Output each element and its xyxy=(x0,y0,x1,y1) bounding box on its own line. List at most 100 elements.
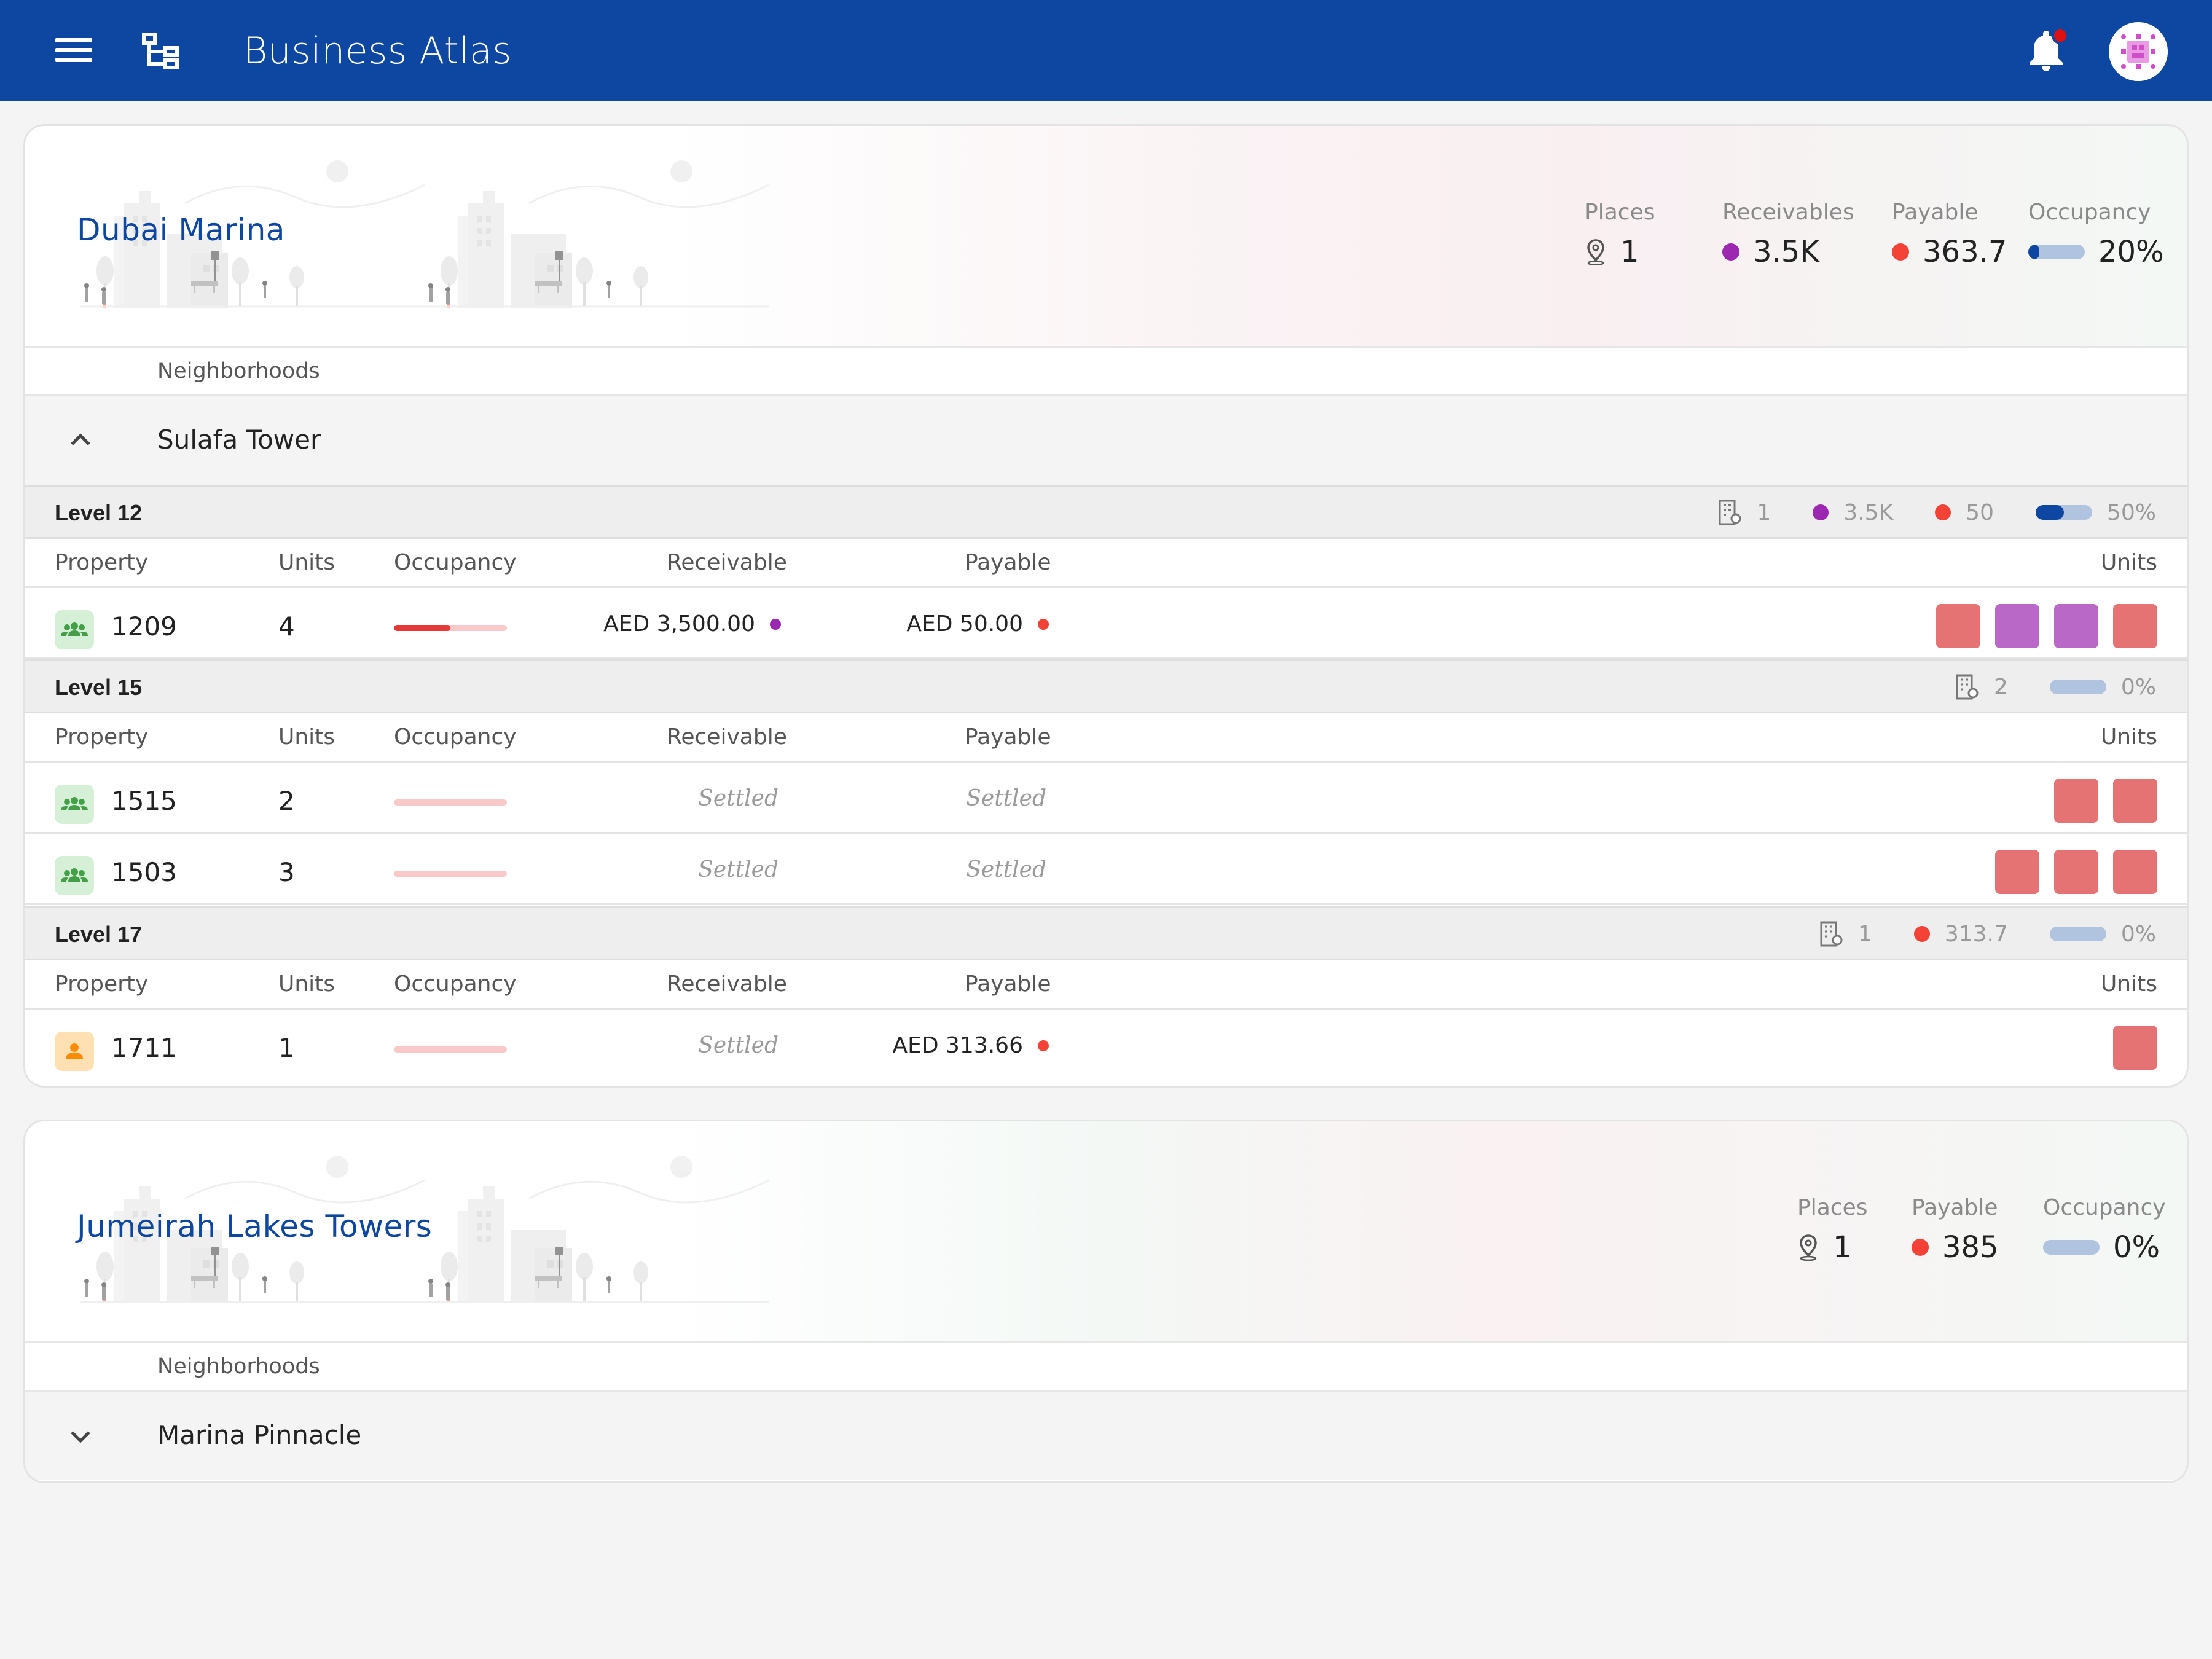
stat-payable: Payable 385 xyxy=(1912,1195,1999,1265)
stat-value: 1 xyxy=(1833,1230,1852,1265)
table-header: Property Units Occupancy Receivable Paya… xyxy=(25,713,2187,763)
level-bar-17: Level 17 1 313.7 0% xyxy=(25,906,2187,960)
unit-box[interactable] xyxy=(2054,850,2098,894)
col-receivable: Receivable xyxy=(667,971,787,997)
receivable-amount: AED 3,500.00 xyxy=(603,611,755,637)
level-name: Level 15 xyxy=(55,675,143,700)
unit-boxes xyxy=(2054,779,2157,823)
property-number: 1515 xyxy=(111,786,177,816)
location-pin-icon xyxy=(1800,1234,1817,1261)
payable-dot xyxy=(1892,243,1909,261)
table-row[interactable]: 1711 1 Settled AED 313.66 xyxy=(25,1010,2187,1081)
payable-dot xyxy=(1038,1040,1049,1051)
table-row[interactable]: 1503 3 Settled Settled xyxy=(25,834,2187,905)
property-number: 1503 xyxy=(111,857,177,887)
location-pin-icon xyxy=(1587,239,1604,265)
occupancy-bar xyxy=(2035,505,2092,520)
area-title[interactable]: Dubai Marina xyxy=(77,212,285,248)
level-name: Level 17 xyxy=(55,922,143,947)
stat-label: Places xyxy=(1797,1195,1868,1220)
neighborhood-name: Sulafa Tower xyxy=(157,425,321,455)
payable-status: Settled xyxy=(966,857,1046,882)
payable-dot xyxy=(1912,1239,1929,1256)
payable-dot xyxy=(1038,618,1049,630)
menu-icon[interactable] xyxy=(55,36,92,65)
building-icon xyxy=(1956,674,1979,700)
chevron-down-icon[interactable] xyxy=(62,1418,99,1454)
stat-places: Places 1 xyxy=(1585,200,1655,269)
stat-payable: Payable 363.7 xyxy=(1892,200,2007,269)
level-payable: 50 xyxy=(1966,500,1994,525)
col-units: Units xyxy=(278,724,335,750)
stat-label: Receivables xyxy=(1722,200,1854,225)
unit-box[interactable] xyxy=(2054,779,2098,823)
col-occupancy: Occupancy xyxy=(394,550,517,575)
unit-box[interactable] xyxy=(1995,850,2039,894)
unit-box[interactable] xyxy=(1995,604,2039,648)
stat-value: 385 xyxy=(1942,1230,1999,1265)
receivable-dot xyxy=(1813,504,1829,520)
neighborhood-row-sulafa-tower[interactable]: Sulafa Tower xyxy=(25,396,2187,485)
receivable-cell: AED 3,500.00 xyxy=(603,611,781,637)
stat-value: 20% xyxy=(2098,235,2164,269)
unit-box[interactable] xyxy=(2113,1026,2157,1070)
chevron-up-icon[interactable] xyxy=(62,422,99,459)
col-property: Property xyxy=(55,971,149,997)
city-illustration xyxy=(80,160,770,309)
neighborhood-name: Marina Pinnacle xyxy=(157,1420,362,1450)
unit-box[interactable] xyxy=(1936,604,1980,648)
unit-box[interactable] xyxy=(2113,604,2157,648)
avatar[interactable] xyxy=(2109,22,2168,81)
stat-label: Payable xyxy=(1892,200,1979,225)
table-header: Property Units Occupancy Receivable Paya… xyxy=(25,960,2187,1010)
group-icon xyxy=(55,785,94,824)
level-occupancy: 0% xyxy=(2120,921,2156,947)
neighborhoods-label: Neighborhoods xyxy=(157,1354,320,1379)
payable-dot xyxy=(1913,926,1930,942)
neighborhood-row-marina-pinnacle[interactable]: Marina Pinnacle xyxy=(25,1392,2187,1480)
unit-count: 1 xyxy=(278,1033,295,1063)
occupancy-bar xyxy=(2043,1240,2100,1255)
property-number: 1711 xyxy=(111,1033,177,1063)
level-buildings: 1 xyxy=(1757,500,1771,525)
col-units-right: Units xyxy=(2100,550,2157,575)
level-receivable: 3.5K xyxy=(1843,500,1894,525)
neighborhoods-header: Neighborhoods xyxy=(25,1341,2187,1392)
col-receivable: Receivable xyxy=(667,550,787,575)
col-payable: Payable xyxy=(965,724,1051,750)
occupancy-bar xyxy=(394,625,507,631)
app-bar: Business Atlas xyxy=(0,0,2212,101)
receivable-dot xyxy=(1722,243,1739,261)
unit-count: 2 xyxy=(278,786,295,816)
unit-box[interactable] xyxy=(2054,604,2098,648)
level-buildings: 1 xyxy=(1857,921,1872,947)
unit-boxes xyxy=(1995,850,2157,894)
receivable-dot xyxy=(770,618,781,630)
unit-box[interactable] xyxy=(2113,779,2157,823)
col-occupancy: Occupancy xyxy=(394,971,517,997)
unit-boxes xyxy=(2113,1026,2157,1070)
group-icon xyxy=(55,610,94,649)
notification-badge xyxy=(2052,27,2069,44)
unit-box[interactable] xyxy=(2113,850,2157,894)
occupancy-bar xyxy=(394,871,507,877)
col-payable: Payable xyxy=(965,550,1051,575)
person-icon xyxy=(55,1032,94,1071)
area-title[interactable]: Jumeirah Lakes Towers xyxy=(77,1209,433,1244)
area-card-dubai-marina: Dubai Marina Places 1 Receivables 3.5K P… xyxy=(23,124,2189,1088)
col-units: Units xyxy=(278,971,335,997)
level-occupancy: 50% xyxy=(2106,500,2156,525)
stat-label: Occupancy xyxy=(2043,1195,2166,1220)
neighborhoods-label: Neighborhoods xyxy=(157,359,320,383)
level-occupancy: 0% xyxy=(2120,674,2156,700)
table-row[interactable]: 1515 2 Settled Settled xyxy=(25,763,2187,834)
building-icon xyxy=(1820,921,1843,947)
table-row[interactable]: 1209 4 AED 3,500.00 AED 50.00 xyxy=(25,588,2187,659)
tree-structure-icon[interactable] xyxy=(141,32,181,71)
stat-receivables: Receivables 3.5K xyxy=(1722,200,1854,269)
building-icon xyxy=(1719,500,1741,525)
stat-occupancy: Occupancy 0% xyxy=(2043,1195,2166,1265)
col-payable: Payable xyxy=(965,971,1051,997)
col-property: Property xyxy=(55,550,149,575)
payable-dot xyxy=(1935,504,1951,520)
